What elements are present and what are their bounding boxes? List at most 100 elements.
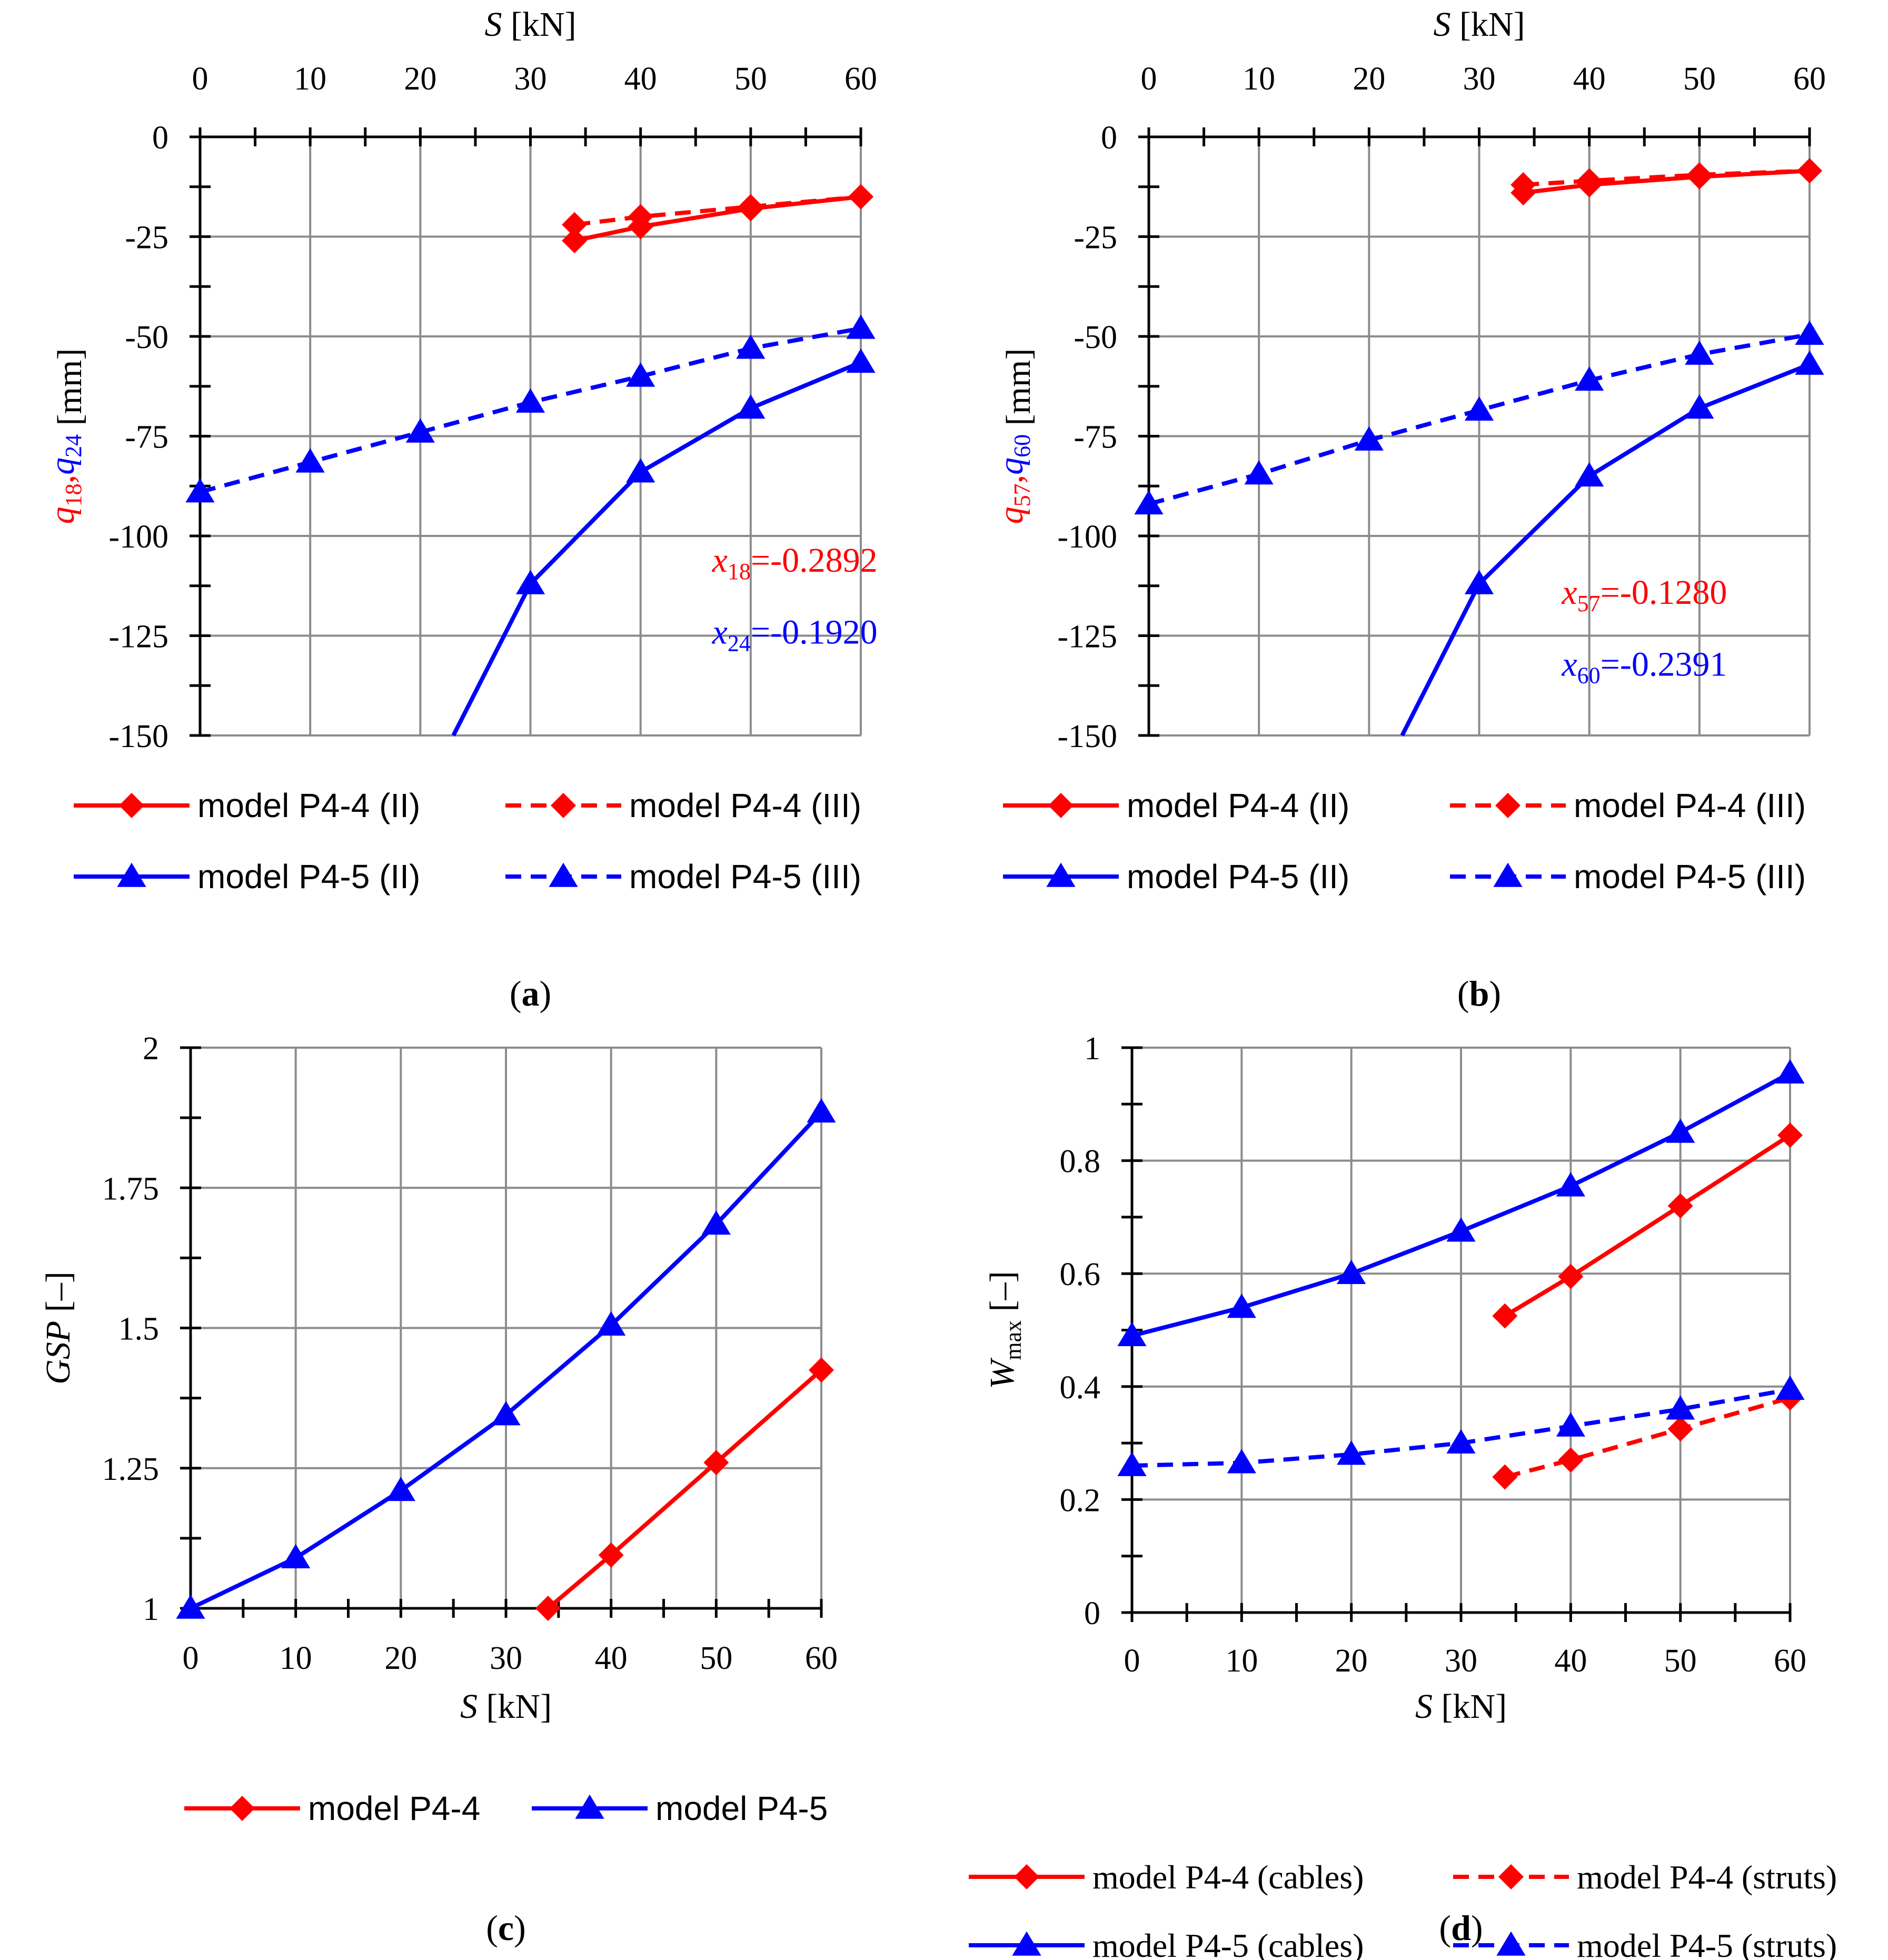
data-point (1511, 172, 1536, 197)
x-tick-label: 40 (595, 1640, 628, 1676)
legend-entry: model P4-4 (184, 1789, 480, 1827)
y-axis-title: GSP [–] (39, 1271, 77, 1384)
x-tick-label: 0 (183, 1640, 199, 1676)
series-markers (1511, 158, 1822, 197)
x-axis-title: S [kN] (1433, 5, 1525, 44)
series-model-p4-4-iii- (574, 194, 861, 227)
panel-label: (d) (1439, 1908, 1483, 1948)
annotation-label: x60=-0.2391 (1561, 645, 1727, 688)
data-point (1666, 1118, 1695, 1143)
panel-label: (a) (510, 973, 551, 1013)
data-point (386, 1476, 415, 1501)
legend-marker (230, 1796, 255, 1821)
data-point (1464, 396, 1494, 421)
legend-label: model P4-5 (III) (1574, 858, 1806, 896)
legend-marker (117, 862, 146, 887)
data-point (1666, 1395, 1695, 1420)
data-point (1556, 1172, 1585, 1197)
series-model-p4-4-cables- (1504, 1133, 1792, 1318)
series-line (574, 194, 861, 227)
data-point (1667, 1416, 1693, 1442)
chart-b: 0 10 20 30 40 50 60 0 -25 -50 -75 -100 -125 -150 S [kN… (992, 5, 1826, 1013)
y-tick-label: -25 (1074, 220, 1117, 256)
data-point (1575, 366, 1604, 391)
x-tick-label: 20 (1335, 1643, 1368, 1679)
series-line (1504, 1396, 1791, 1479)
legend-label: model P4-5 (struts) (1577, 1927, 1837, 1960)
data-point (736, 334, 766, 359)
data-point (1464, 570, 1494, 594)
legend: model P4-4 (cables) model P4-4 (struts) mo… (969, 1858, 1837, 1960)
data-point (1777, 1122, 1803, 1148)
data-point (515, 388, 545, 413)
series-model-p4-4-struts- (1504, 1396, 1791, 1479)
x-tick-label: 10 (1243, 61, 1275, 97)
data-point (1775, 1375, 1805, 1400)
data-point (515, 570, 545, 594)
annotation-label: x57=-0.1280 (1561, 573, 1727, 616)
x-tick-label: 10 (280, 1640, 312, 1676)
y-axis-title: q57,q60 [mm] (992, 349, 1038, 524)
data-point (848, 184, 873, 210)
data-point (1667, 1193, 1693, 1219)
y-tick-label: 1.25 (102, 1451, 160, 1487)
y-tick-label: -75 (1074, 420, 1117, 455)
data-point (1227, 1294, 1256, 1318)
legend-entry: model P4-4 (II) (1003, 787, 1349, 824)
x-tick-label: 0 (1124, 1643, 1140, 1679)
legend-marker (549, 862, 578, 887)
legend-label: model P4-5 (II) (197, 858, 420, 896)
legend-marker (1493, 862, 1523, 887)
data-point (1354, 426, 1384, 451)
y-tick-label: 1.75 (102, 1171, 160, 1207)
series-markers (1134, 320, 1824, 515)
x-axis-title: S [kN] (460, 1687, 552, 1726)
data-point (1337, 1259, 1366, 1284)
legend-marker (1012, 1931, 1041, 1956)
legend-label: model P4-4 (II) (197, 787, 420, 824)
data-point (738, 194, 763, 220)
y-axis-title: q18,q24 [mm] (43, 349, 89, 524)
legend-label: model P4-4 (struts) (1577, 1858, 1837, 1896)
data-point (295, 448, 325, 473)
legend: model P4-4 (II) model P4-4 (III) model P4-… (1003, 787, 1806, 896)
data-point (281, 1544, 311, 1568)
chart-d: 0 10 20 30 40 50 60 0 0.2 0.4 0.6 0.8 1 S [kN] Wmax [–… (969, 1031, 1837, 1960)
data-point (1775, 1059, 1805, 1084)
y-tick-label: -125 (108, 619, 168, 655)
legend-entry: model P4-5 (cables) (969, 1927, 1364, 1960)
x-tick-label: 20 (404, 61, 436, 97)
data-point (1685, 394, 1714, 419)
series-line (1523, 168, 1810, 187)
legend: model P4-4 (II) model P4-4 (III) model P4-… (74, 787, 861, 896)
data-point (846, 314, 876, 339)
x-tick-label: 50 (1664, 1643, 1697, 1679)
data-point (1244, 460, 1274, 485)
data-point (1556, 1412, 1585, 1437)
data-point (562, 228, 588, 254)
panel-label: (b) (1457, 973, 1501, 1013)
data-point (626, 458, 655, 483)
y-tick-label: 0 (152, 120, 168, 156)
data-point (405, 418, 435, 443)
y-tick-label: -100 (1057, 519, 1117, 555)
legend-entry: model P4-4 (cables) (969, 1858, 1364, 1896)
x-tick-label: 30 (490, 1640, 522, 1676)
legend-entry: model P4-4 (struts) (1453, 1858, 1837, 1896)
data-point (626, 362, 655, 387)
legend-entry: model P4-5 (III) (505, 858, 861, 896)
legend-label: model P4-4 (III) (1574, 787, 1806, 824)
legend-marker (1496, 1931, 1526, 1956)
legend-entry: model P4-5 (532, 1789, 828, 1827)
series-markers (1117, 1375, 1805, 1476)
series-model-p4-4 (546, 1368, 823, 1610)
y-tick-label: 1 (143, 1591, 159, 1627)
series-markers (1117, 1059, 1805, 1347)
data-point (597, 1311, 626, 1336)
legend-label: model P4-4 (III) (629, 787, 861, 824)
y-tick-label: 0.8 (1060, 1144, 1101, 1180)
y-axis-title: Wmax [–] (983, 1271, 1026, 1389)
chart-c: 0 10 20 30 40 50 60 1 1.25 1.5 1.75 2 S [kN] GSP [–] m… (39, 1031, 838, 1948)
